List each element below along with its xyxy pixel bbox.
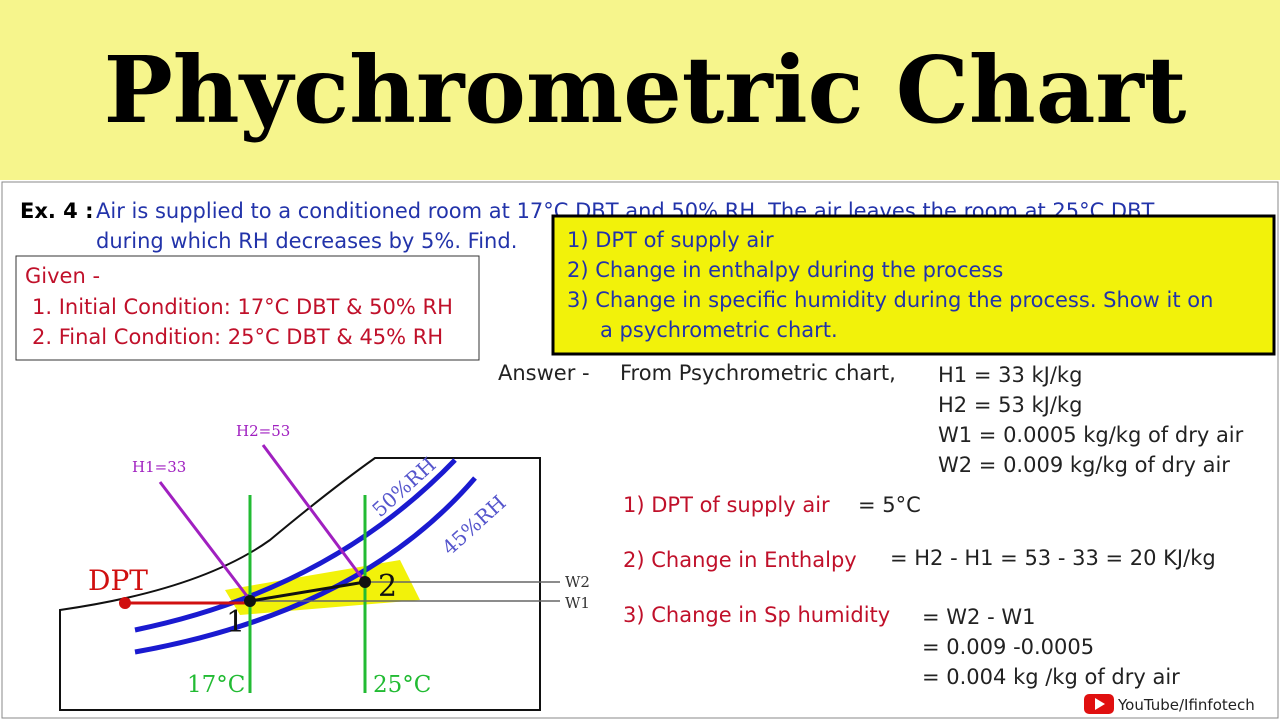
point-label: 1 <box>226 605 245 640</box>
diagram: H1=33 H2=53 50%RH 45%RH DPT W2 W1 1 2 17… <box>59 422 590 711</box>
answer-value: W1 = 0.0005 kg/kg of dry air <box>938 423 1244 447</box>
result-label: 2) Change in Enthalpy <box>623 548 857 572</box>
temp-label: 17°C <box>187 672 245 698</box>
find-item: 2) Change in enthalpy during the process <box>567 258 1003 282</box>
temp-label: 25°C <box>373 672 431 698</box>
answer-label: Answer - <box>498 361 590 385</box>
dpt-label: DPT <box>88 564 148 597</box>
state-point <box>244 595 256 607</box>
title: Phychrometric Chart <box>104 36 1187 144</box>
given-box <box>15 255 480 361</box>
body-border <box>1 181 1279 719</box>
result-label: 1) DPT of supply air <box>623 493 830 517</box>
enthalpy-label: H2=53 <box>236 422 290 440</box>
find-box <box>551 214 1276 356</box>
result-value: = 5°C <box>858 493 921 517</box>
youtube-play <box>1095 698 1105 710</box>
answer-value: W2 = 0.009 kg/kg of dry air <box>938 453 1230 477</box>
given-item: 2. Final Condition: 25°C DBT & 45% RH <box>32 325 443 349</box>
dpt-point <box>119 597 131 609</box>
channel-name: YouTube/Ifinfotech <box>1117 696 1255 714</box>
enthalpy-line <box>158 481 252 601</box>
problem-line: during which RH decreases by 5%. Find. <box>96 229 517 253</box>
enthalpy-label: H1=33 <box>132 458 186 476</box>
process-line <box>249 580 366 603</box>
enthalpy-line <box>261 444 367 583</box>
find-item: a psychrometric chart. <box>600 318 838 342</box>
given-heading: Given - <box>25 264 100 288</box>
rh-curve <box>134 458 457 633</box>
answer-value: H2 = 53 kJ/kg <box>938 393 1082 417</box>
answer-source: From Psychrometric chart, <box>620 361 896 385</box>
find-item: 1) DPT of supply air <box>567 228 774 252</box>
find-item: 3) Change in specific humidity during th… <box>567 288 1213 312</box>
result-value: = 0.004 kg /kg of dry air <box>922 665 1180 689</box>
state-point <box>359 576 371 588</box>
answer-value: H1 = 33 kJ/kg <box>938 363 1082 387</box>
problem-label: Ex. 4 : <box>20 199 94 223</box>
result-value: = H2 - H1 = 53 - 33 = 20 KJ/kg <box>890 546 1216 570</box>
result-value: = W2 - W1 <box>922 605 1035 629</box>
point-label: 2 <box>378 569 397 604</box>
given-item: 1. Initial Condition: 17°C DBT & 50% RH <box>32 295 453 319</box>
result-label: 3) Change in Sp humidity <box>623 603 890 627</box>
header-band <box>0 0 1280 180</box>
w-label: W1 <box>565 594 590 612</box>
w-label: W2 <box>565 573 590 591</box>
result-value: = 0.009 -0.0005 <box>922 635 1094 659</box>
